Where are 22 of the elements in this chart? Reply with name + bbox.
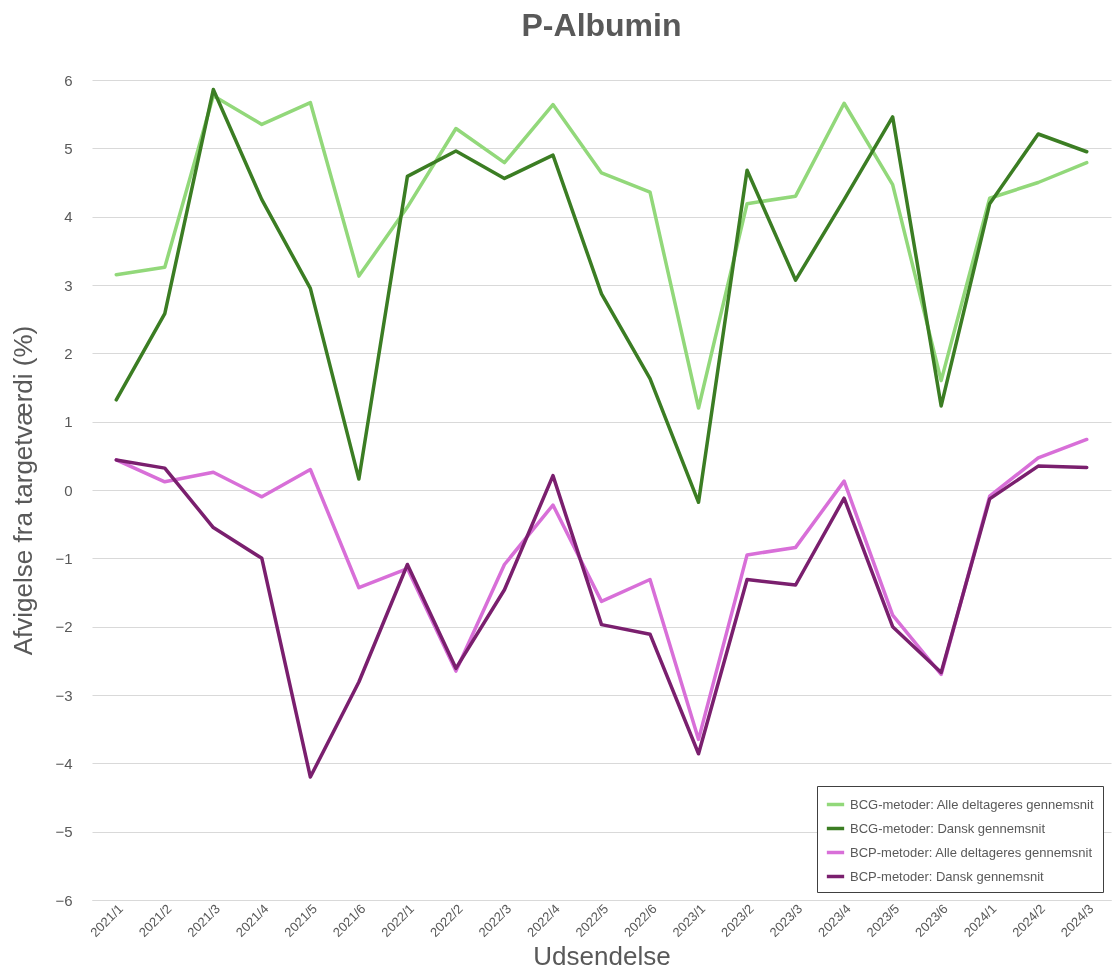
legend-label: BCP-metoder: Alle deltageres gennemsnit xyxy=(850,844,1093,860)
y-tick-label: 1 xyxy=(64,413,73,431)
y-tick-label: 6 xyxy=(64,71,73,89)
chart-title: P-Albumin xyxy=(521,7,682,43)
legend-label: BCG-metoder: Dansk gennemsnit xyxy=(850,820,1046,836)
y-tick-label: −2 xyxy=(55,618,73,636)
legend-label: BCP-metoder: Dansk gennemsnit xyxy=(850,868,1045,884)
y-tick-label: −3 xyxy=(55,686,73,704)
y-tick-label: 4 xyxy=(64,208,73,226)
y-tick-label: 5 xyxy=(64,139,73,157)
legend-label: BCG-metoder: Alle deltageres gennemsnit xyxy=(850,796,1094,812)
y-axis-title: Afvigelse fra targetværdi (%) xyxy=(8,325,39,656)
y-tick-label: −4 xyxy=(55,754,73,772)
x-axis-title: Udsendelse xyxy=(533,940,671,971)
y-tick-label: −5 xyxy=(55,823,73,841)
y-tick-label: −1 xyxy=(55,549,73,567)
y-tick-label: 2 xyxy=(64,344,73,362)
line-series xyxy=(114,87,1089,505)
y-tick-label: −6 xyxy=(55,891,73,909)
line-series xyxy=(114,458,1089,779)
y-tick-label: 3 xyxy=(64,276,73,294)
y-tick-label: 0 xyxy=(64,481,73,499)
